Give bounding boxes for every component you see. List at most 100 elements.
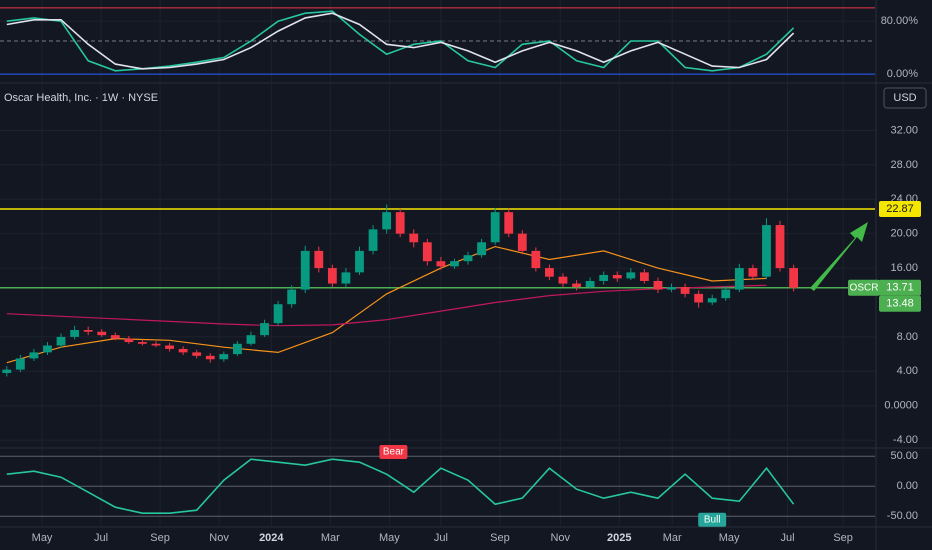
candle-body xyxy=(436,261,446,267)
x-tick-label: Sep xyxy=(490,532,510,544)
candle-body xyxy=(83,330,93,332)
candle-body xyxy=(15,358,25,370)
candle-body xyxy=(97,331,107,336)
candle-body xyxy=(382,212,392,230)
candle-body xyxy=(70,330,80,337)
x-tick-label: Mar xyxy=(321,532,340,544)
indicator-line xyxy=(6,458,795,514)
y-tick-label: 50.00 xyxy=(890,450,918,462)
candle-body xyxy=(327,268,337,284)
annotation-box xyxy=(379,445,408,459)
symbol-label: OSCR xyxy=(850,282,879,293)
candle-body xyxy=(558,276,568,284)
price-label-box xyxy=(879,200,921,217)
candle-body xyxy=(260,323,269,336)
y-tick-label: 28.00 xyxy=(890,159,918,171)
candle-body xyxy=(490,212,500,243)
x-tick-label: Nov xyxy=(550,532,570,544)
layers: May Jul Sep Nov 2024 Mar May Jul Sep Nov 2025 Mar Ma… xyxy=(0,0,921,544)
annotation-label: Bull xyxy=(704,514,721,525)
price-label-box xyxy=(879,279,921,296)
candle-body xyxy=(300,250,310,290)
y-tick-label: 0.0000 xyxy=(884,400,918,412)
annotation-box xyxy=(698,512,727,527)
candle-body xyxy=(205,355,215,360)
moving-average xyxy=(6,284,767,327)
candle-body xyxy=(585,280,595,288)
candle-body xyxy=(531,250,541,269)
candle-body xyxy=(43,345,52,353)
moving-average xyxy=(6,245,767,364)
candle-body xyxy=(56,336,66,346)
candle-body xyxy=(626,272,636,279)
candle-body xyxy=(246,335,256,344)
x-tick-label: Jul xyxy=(434,532,448,544)
candle-body xyxy=(368,229,378,251)
candle-body xyxy=(789,268,799,288)
x-tick-label: 2024 xyxy=(259,532,284,544)
candle-body xyxy=(572,283,581,288)
candle-body xyxy=(721,289,731,299)
candle-body xyxy=(450,261,459,267)
candle-body xyxy=(192,352,202,356)
price-label: 22.87 xyxy=(886,203,914,215)
candle-body xyxy=(694,293,704,303)
x-tick-label: Sep xyxy=(833,532,853,544)
candle-body xyxy=(165,345,174,349)
annotation-label: Bear xyxy=(383,447,405,458)
x-tick-label: May xyxy=(719,532,740,544)
candle-body xyxy=(517,233,527,251)
symbol-box xyxy=(848,279,880,296)
chart-title: Oscar Health, Inc. · 1W · NYSE xyxy=(4,92,158,104)
candle-body xyxy=(762,225,771,277)
trend-arrow xyxy=(810,222,868,291)
currency-label[interactable]: USD xyxy=(893,92,916,104)
currency-button[interactable] xyxy=(883,87,927,109)
candle-body xyxy=(232,343,242,355)
price-label-box xyxy=(879,295,921,312)
candle-body xyxy=(599,274,609,281)
y-tick-label: 20.00 xyxy=(890,228,918,240)
candle-body xyxy=(138,342,147,344)
candle-body xyxy=(680,287,690,294)
candle-body xyxy=(707,298,717,303)
candle-body xyxy=(395,212,405,234)
y-tick-label: 16.00 xyxy=(890,262,918,274)
x-tick-label: Nov xyxy=(209,532,229,544)
candle-body xyxy=(545,268,554,277)
x-tick-label: 2025 xyxy=(607,532,631,544)
indicator-line xyxy=(6,10,795,72)
candle-body xyxy=(653,280,663,290)
y-tick-label: 0.00 xyxy=(897,480,918,492)
y-tick-label: -50.00 xyxy=(887,510,918,522)
candle-body xyxy=(2,369,12,374)
indicator-line xyxy=(6,12,795,70)
candle-body xyxy=(504,212,514,234)
candle-body xyxy=(775,225,785,269)
y-tick-label: 4.00 xyxy=(897,365,918,377)
price-label: 13.71 xyxy=(886,282,914,294)
x-tick-label: May xyxy=(32,532,53,544)
candle-body xyxy=(29,352,39,359)
x-tick-label: Jul xyxy=(780,532,794,544)
x-tick-label: Mar xyxy=(663,532,682,544)
price-label: 13.48 xyxy=(886,298,914,310)
x-tick-label: May xyxy=(379,532,400,544)
candle-body xyxy=(409,233,419,243)
candle-body xyxy=(612,274,622,279)
candle-body xyxy=(287,289,297,305)
candle-body xyxy=(639,272,649,281)
candle-body xyxy=(314,250,324,269)
y-tick-label: 32.00 xyxy=(890,124,918,136)
candle-body xyxy=(124,338,134,343)
candle-body xyxy=(748,268,758,277)
candle-body xyxy=(422,242,432,262)
candle-body xyxy=(151,343,161,346)
candle-body xyxy=(463,255,473,262)
candle-body xyxy=(273,304,283,324)
candle-body xyxy=(734,268,744,290)
candle-body xyxy=(110,335,120,339)
